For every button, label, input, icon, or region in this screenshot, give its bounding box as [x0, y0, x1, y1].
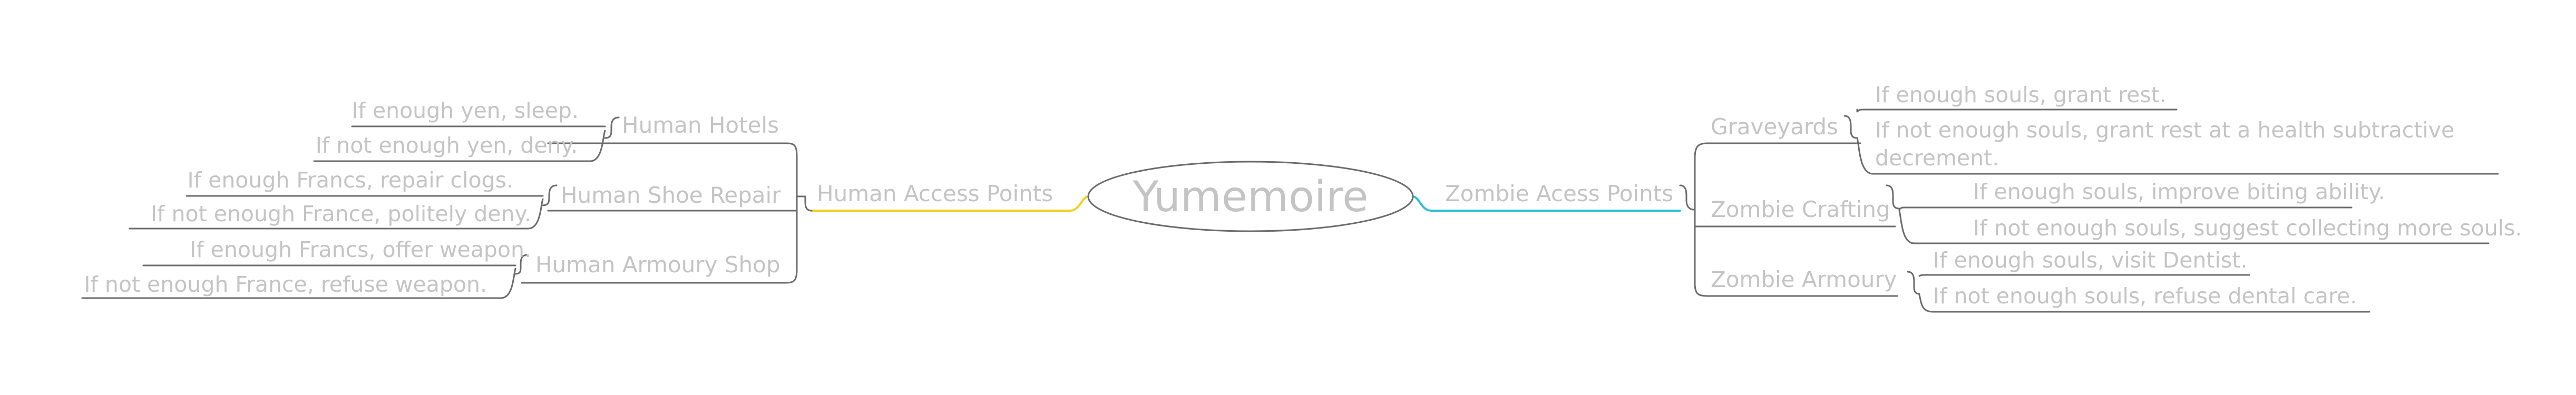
main-topic-zombie-access-points[interactable]: Zombie Acess Points	[1445, 181, 1673, 206]
leaf-armoury-enough-francs[interactable]: If enough Francs, offer weapon.	[190, 237, 531, 262]
connector-graveyards-leaf-1	[1856, 108, 2178, 113]
leaf-zombie-armoury-enough-souls[interactable]: If enough souls, visit Dentist.	[1933, 248, 2247, 273]
leaf-crafting-not-enough-souls[interactable]: If not enough souls, suggest collecting …	[1973, 215, 2522, 241]
bracket-crafting	[1886, 184, 1900, 210]
bracket-hotels	[604, 116, 620, 139]
connector-hotels-leaf-2	[313, 130, 606, 162]
leaf-shoe-repair-not-enough-france[interactable]: If not enough France, politely deny.	[151, 201, 531, 226]
leaf-zombie-armoury-not-enough-souls[interactable]: If not enough souls, refuse dental care.	[1933, 283, 2357, 309]
bracket-armoury	[514, 254, 528, 275]
main-topic-human-access-points[interactable]: Human Access Points	[817, 181, 1053, 206]
leaf-graveyards-enough-souls[interactable]: If enough souls, grant rest.	[1875, 82, 2167, 107]
leaf-hotels-not-enough-yen[interactable]: If not enough yen, deny.	[316, 133, 578, 158]
leaf-armoury-not-enough-france[interactable]: If not enough France, refuse weapon.	[84, 272, 487, 297]
bracket-zombie-armoury	[1907, 271, 1920, 295]
leaf-shoe-repair-enough-francs[interactable]: If enough Francs, repair clogs.	[188, 167, 513, 193]
connector-shoe-repair-leaf-2	[129, 198, 544, 230]
branch-zombie-armoury[interactable]: Zombie Armoury	[1711, 266, 1897, 292]
branch-human-armoury-shop[interactable]: Human Armoury Shop	[535, 252, 780, 278]
connector-crafting-leaf-1	[1898, 206, 2353, 211]
central-topic-label: Yumemoire	[1133, 172, 1369, 221]
bracket-shoe-repair	[542, 184, 558, 206]
connector-zombie-armoury-leaf-2	[1918, 294, 2370, 313]
branch-human-shoe-repair[interactable]: Human Shoe Repair	[561, 182, 781, 208]
connector-human-access-to-armoury	[521, 210, 798, 284]
bracket-zombie-access	[1679, 184, 1694, 211]
connector-graveyards-leaf-2	[1856, 137, 2499, 175]
connector-zombie-armoury-leaf-1	[1918, 274, 2250, 277]
connector-human-access-to-hotels	[547, 142, 806, 197]
connector-center-to-zombie-access	[1411, 195, 1681, 212]
leaf-hotels-enough-yen[interactable]: If enough yen, sleep.	[352, 98, 579, 123]
leaf-graveyards-not-enough-souls[interactable]: If not enough souls, grant rest at a hea…	[1875, 117, 2454, 143]
bracket-graveyards	[1843, 115, 1858, 139]
branch-graveyards[interactable]: Graveyards	[1711, 114, 1838, 140]
central-topic[interactable]: Yumemoire	[1087, 161, 1414, 232]
connector-zombie-access-to-graveyards	[1692, 142, 1861, 211]
connector-armoury-leaf-2	[81, 268, 516, 299]
left-connectors	[81, 116, 1090, 299]
bracket-human-access	[804, 195, 813, 212]
leaf-crafting-enough-souls[interactable]: If enough souls, improve biting ability.	[1973, 179, 2385, 204]
central-topic-bubble	[1087, 161, 1414, 232]
connector-center-to-human-access	[811, 195, 1090, 212]
leaf-graveyards-not-enough-souls-cont: decrement.	[1875, 145, 1999, 171]
connector-crafting-leaf-2	[1898, 210, 2490, 244]
branch-zombie-crafting[interactable]: Zombie Crafting	[1711, 196, 1890, 222]
branch-human-hotels[interactable]: Human Hotels	[622, 112, 779, 138]
right-connectors	[1411, 108, 2499, 313]
connector-zombie-access-to-armoury	[1694, 225, 1898, 297]
